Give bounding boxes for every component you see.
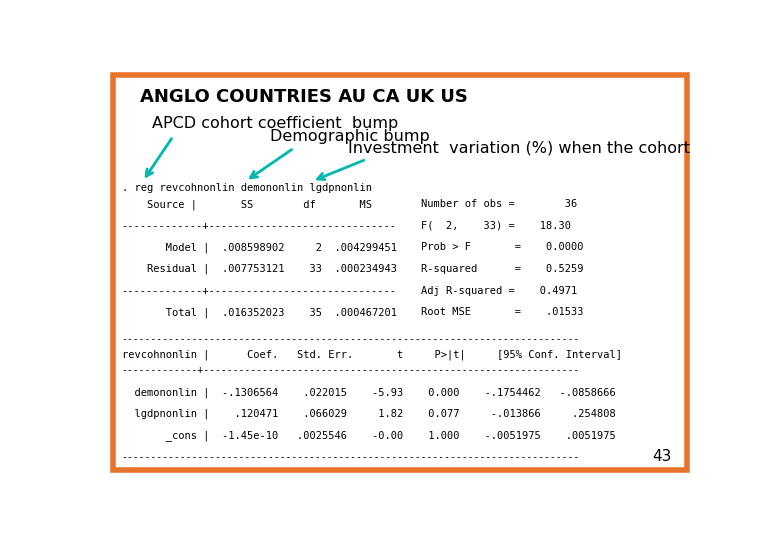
Text: Number of obs =        36: Number of obs = 36 [421, 199, 577, 209]
Text: Prob > F       =    0.0000: Prob > F = 0.0000 [421, 242, 583, 252]
Text: Model |  .008598902     2  .004299451: Model | .008598902 2 .004299451 [122, 242, 397, 253]
Text: lgdpnonlin |    .120471    .066029     1.82    0.077     -.013866     .254808: lgdpnonlin | .120471 .066029 1.82 0.077 … [122, 409, 615, 419]
Text: -------------+------------------------------: -------------+--------------------------… [122, 286, 397, 295]
Text: ------------------------------------------------------------------------------: ----------------------------------------… [122, 334, 580, 344]
Text: Total |  .016352023    35  .000467201: Total | .016352023 35 .000467201 [122, 307, 397, 318]
Text: ------------------------------------------------------------------------------: ----------------------------------------… [122, 452, 580, 462]
Text: APCD cohort coefficient  bump: APCD cohort coefficient bump [152, 116, 398, 131]
Text: Adj R-squared =    0.4971: Adj R-squared = 0.4971 [421, 286, 577, 295]
Text: Demographic bump: Demographic bump [270, 129, 430, 144]
Text: Source |       SS        df       MS: Source | SS df MS [122, 199, 372, 210]
Text: R-squared      =    0.5259: R-squared = 0.5259 [421, 264, 583, 274]
Text: F(  2,    33) =    18.30: F( 2, 33) = 18.30 [421, 221, 571, 231]
Text: demononlin |  -.1306564    .022015    -5.93    0.000    -.1754462   -.0858666: demononlin | -.1306564 .022015 -5.93 0.0… [122, 387, 615, 397]
Text: -------------+------------------------------: -------------+--------------------------… [122, 221, 397, 231]
Text: Residual |  .007753121    33  .000234943: Residual | .007753121 33 .000234943 [122, 264, 397, 274]
Text: Investment  variation (%) when the cohort: Investment variation (%) when the cohort [349, 140, 690, 156]
Text: revcohnonlin |      Coef.   Std. Err.       t     P>|t|     [95% Conf. Interval]: revcohnonlin | Coef. Std. Err. t P>|t| [… [122, 349, 622, 360]
Text: 43: 43 [652, 449, 672, 464]
Text: Root MSE       =    .01533: Root MSE = .01533 [421, 307, 583, 317]
Text: ANGLO COUNTRIES AU CA UK US: ANGLO COUNTRIES AU CA UK US [140, 87, 468, 106]
FancyBboxPatch shape [112, 75, 687, 470]
Text: . reg revcohnonlin demononlin lgdpnonlin: . reg revcohnonlin demononlin lgdpnonlin [122, 183, 372, 193]
Text: _cons |  -1.45e-10   .0025546    -0.00    1.000    -.0051975    .0051975: _cons | -1.45e-10 .0025546 -0.00 1.000 -… [122, 430, 615, 441]
Text: -------------+----------------------------------------------------------------: -------------+--------------------------… [122, 366, 580, 375]
